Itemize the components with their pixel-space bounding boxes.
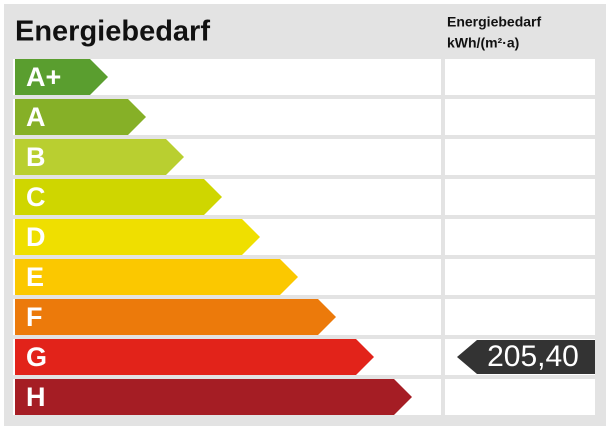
value-panel [445,299,595,335]
value-panel [445,219,595,255]
value-label: 205,40 [487,340,579,373]
class-label: G [26,342,47,372]
value-indicator [457,340,595,374]
class-arrow [15,299,336,335]
class-arrow [15,179,222,215]
class-label: A [26,102,46,132]
class-arrow [15,139,184,175]
column-header: Energiebedarf [447,14,541,30]
value-panel [445,259,595,295]
class-label: C [26,182,46,212]
value-panel [445,179,595,215]
value-panel [445,99,595,135]
class-label: A+ [26,62,61,92]
class-arrow [15,59,108,95]
class-label: B [26,142,46,172]
class-arrow [15,259,298,295]
value-panel [445,379,595,415]
class-label: F [26,302,43,332]
class-label: E [26,262,44,292]
column-header: kWh/(m²·a) [447,35,519,51]
class-label: D [26,222,46,252]
class-arrow [15,339,374,375]
title: Energiebedarf [15,16,210,48]
value-panel [445,139,595,175]
class-label: H [26,382,46,412]
value-panel [445,59,595,95]
class-arrow [15,99,146,135]
class-arrow [15,219,260,255]
class-arrow [15,379,412,415]
